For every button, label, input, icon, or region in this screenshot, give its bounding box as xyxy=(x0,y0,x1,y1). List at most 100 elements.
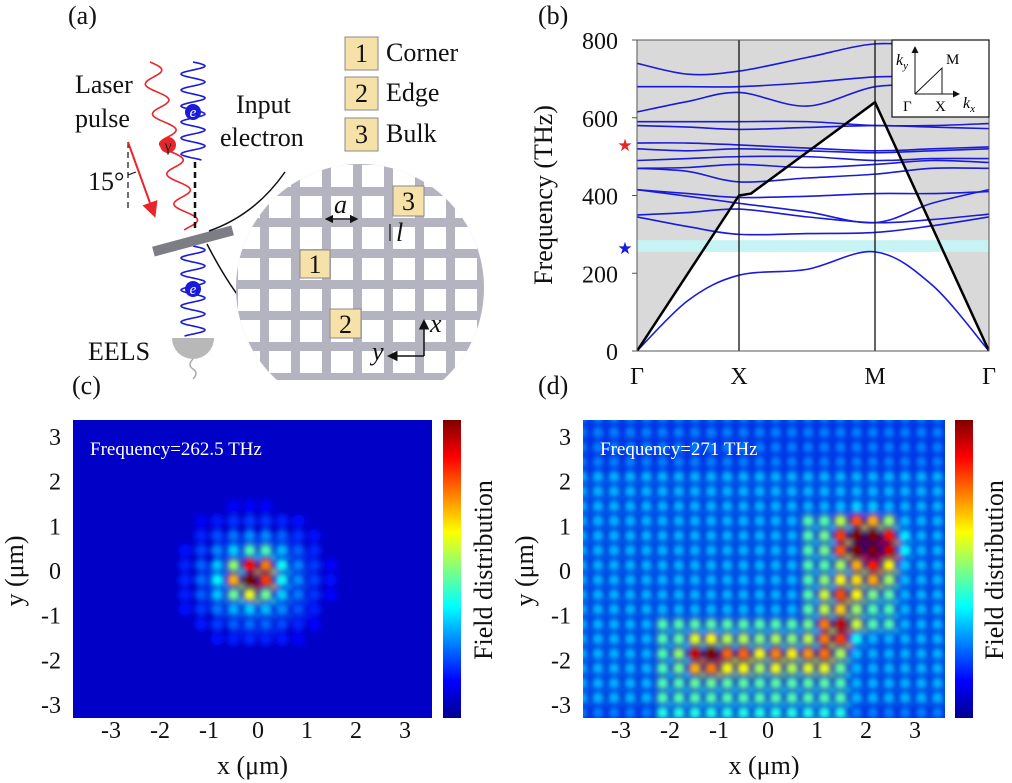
lattice-hole xyxy=(238,258,260,280)
field-intensity-spot xyxy=(813,628,820,635)
field-intensity-spot xyxy=(748,569,755,576)
field-intensity-spot xyxy=(910,598,917,605)
field-intensity-spot xyxy=(603,554,609,561)
photon-icon: γ xyxy=(160,137,176,155)
input-electron-label-line1: Input xyxy=(236,90,292,119)
lattice-hole xyxy=(238,165,260,187)
field-intensity-spot xyxy=(603,583,609,590)
field-intensity-spot xyxy=(656,632,670,646)
field-intensity-spot xyxy=(640,499,653,513)
field-intensity-spot xyxy=(716,569,723,576)
field-intensity-spot xyxy=(635,628,642,635)
field-intensity-spot xyxy=(942,554,945,561)
field-intensity-spot xyxy=(801,543,815,557)
field-intensity-spot xyxy=(866,543,880,557)
field-intensity-spot xyxy=(850,558,864,572)
x-tick-label: M xyxy=(864,364,885,390)
field-intensity-spot xyxy=(651,539,658,546)
field-intensity-spot xyxy=(802,420,815,425)
field-intensity-spot xyxy=(845,687,852,694)
field-intensity-spot xyxy=(700,583,706,590)
field-intensity-spot xyxy=(194,588,208,602)
field-intensity-spot xyxy=(667,613,674,620)
lattice-hole xyxy=(300,227,322,249)
field-intensity-spot xyxy=(591,602,605,616)
field-intensity-spot xyxy=(780,495,787,502)
field-intensity-spot xyxy=(619,436,626,443)
lattice-hole xyxy=(455,196,477,218)
field-intensity-spot xyxy=(619,421,626,428)
y-tick-label: -1 xyxy=(41,604,61,630)
field-intensity-spot xyxy=(732,495,739,502)
field-intensity-spot xyxy=(914,632,928,646)
field-intensity-spot xyxy=(635,642,642,649)
panel-label-b: (b) xyxy=(538,1,568,30)
field-intensity-spot xyxy=(942,495,945,502)
field-intensity-spot xyxy=(583,455,589,469)
field-intensity-spot xyxy=(716,628,723,635)
field-intensity-marks xyxy=(178,499,337,646)
field-intensity-spot xyxy=(882,661,896,675)
field-intensity-spot xyxy=(704,602,718,616)
field-intensity-spot xyxy=(603,628,609,635)
field-intensity-spot xyxy=(640,558,653,572)
field-intensity-spot xyxy=(845,524,852,531)
field-intensity-spot xyxy=(667,524,674,531)
field-intensity-spot xyxy=(829,687,836,694)
field-intensity-spot xyxy=(623,455,637,469)
site-marker-3: 3 xyxy=(392,185,425,217)
field-intensity-spot xyxy=(591,691,605,705)
field-intensity-spot xyxy=(894,613,900,620)
field-intensity-spot xyxy=(303,598,310,605)
field-intensity-spot xyxy=(801,484,815,498)
panel-label-c: (c) xyxy=(72,371,101,400)
field-intensity-spot xyxy=(623,558,637,572)
field-intensity-spot xyxy=(635,510,642,517)
field-intensity-spot xyxy=(656,647,670,661)
field-intensity-spot xyxy=(813,598,820,605)
field-intensity-spot xyxy=(749,716,754,718)
field-intensity-spot xyxy=(243,573,257,587)
field-intensity-spot xyxy=(748,480,755,487)
inset-kx-label: kx xyxy=(963,95,975,115)
field-intensity-spot xyxy=(850,514,864,528)
field-intensity-spot xyxy=(877,421,884,428)
lattice-hole xyxy=(269,382,291,404)
field-intensity-spot xyxy=(635,598,642,605)
field-intensity-spot xyxy=(583,676,589,690)
field-intensity-spot xyxy=(780,465,787,472)
field-intensity-spot xyxy=(914,573,928,587)
field-intensity-spot xyxy=(619,495,626,502)
field-intensity-spot xyxy=(797,510,803,517)
field-intensity-spot xyxy=(254,628,261,635)
field-intensity-spot xyxy=(910,465,917,472)
lattice-hole xyxy=(362,196,384,218)
field-intensity-spot xyxy=(607,529,621,543)
lattice-hole xyxy=(424,382,446,404)
y-tick-label: 1 xyxy=(559,514,571,540)
field-intensity-spot xyxy=(797,583,803,590)
field-intensity-spot xyxy=(307,588,321,602)
field-intensity-spot xyxy=(764,613,771,620)
field-intensity-spot xyxy=(635,465,642,472)
field-intensity-spot xyxy=(270,583,277,590)
field-intensity-spot xyxy=(603,539,609,546)
field-intensity-spot xyxy=(672,529,686,543)
band-line-band7 xyxy=(637,159,989,170)
field-intensity-spot xyxy=(667,598,674,605)
field-intensity-spot xyxy=(623,425,637,439)
field-intensity-spot xyxy=(764,628,771,635)
field-intensity-spot xyxy=(850,455,864,469)
field-intensity-spot xyxy=(737,676,750,690)
field-intensity-spot xyxy=(914,706,928,718)
field-intensity-spot xyxy=(227,602,240,616)
field-intensity-spot xyxy=(667,554,674,561)
x-tick-label: 3 xyxy=(909,718,921,744)
field-intensity-spot xyxy=(801,661,815,675)
field-intensity-spot xyxy=(619,480,626,487)
field-intensity-spot xyxy=(287,539,293,546)
field-intensity-spot xyxy=(270,598,277,605)
field-intensity-spot xyxy=(210,602,224,616)
field-intensity-spot xyxy=(817,632,831,646)
field-intensity-spot xyxy=(619,583,626,590)
